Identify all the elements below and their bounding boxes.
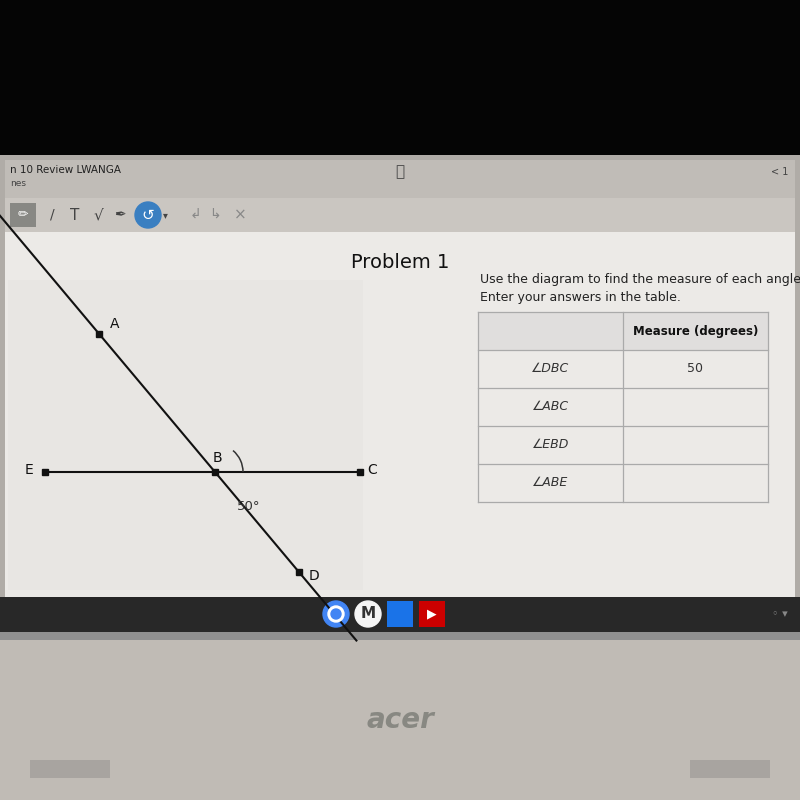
Bar: [5, 198, 795, 232]
Text: A: A: [110, 317, 119, 331]
Bar: [0, 632, 800, 800]
Bar: [0, 155, 800, 635]
Text: B: B: [212, 451, 222, 465]
Bar: [10, 203, 36, 227]
Text: 50°: 50°: [237, 500, 261, 513]
Text: < 1: < 1: [770, 167, 788, 177]
Bar: [0, 597, 800, 632]
Text: 50: 50: [687, 362, 703, 375]
Text: ∠DBC: ∠DBC: [531, 362, 570, 375]
Bar: [478, 312, 768, 350]
Text: E: E: [25, 463, 34, 477]
Bar: [5, 160, 795, 198]
Circle shape: [355, 601, 381, 627]
Text: ⤢: ⤢: [395, 165, 405, 179]
Bar: [8, 280, 363, 590]
Text: ∠EBD: ∠EBD: [532, 438, 569, 451]
Text: n 10 Review LWANGA: n 10 Review LWANGA: [10, 165, 121, 175]
Text: √: √: [93, 207, 103, 222]
Text: ↳: ↳: [209, 208, 221, 222]
Bar: [0, 632, 800, 640]
Text: nes: nes: [10, 178, 26, 187]
Text: /: /: [50, 208, 54, 222]
Text: M: M: [361, 606, 375, 622]
Text: D: D: [308, 569, 319, 582]
Text: ▶: ▶: [427, 607, 437, 621]
Bar: [30, 760, 110, 778]
Circle shape: [328, 606, 344, 622]
Circle shape: [331, 609, 341, 619]
Text: ×: ×: [234, 207, 246, 222]
Text: acer: acer: [366, 706, 434, 734]
Text: Measure (degrees): Measure (degrees): [633, 325, 758, 338]
Text: ✏: ✏: [18, 209, 28, 222]
Text: ↲: ↲: [189, 208, 201, 222]
Text: Use the diagram to find the measure of each angle.: Use the diagram to find the measure of e…: [480, 273, 800, 286]
Text: T: T: [70, 207, 80, 222]
Bar: [387, 601, 413, 627]
Text: ✒: ✒: [114, 208, 126, 222]
Circle shape: [135, 202, 161, 228]
Bar: [690, 760, 770, 778]
Text: Problem 1: Problem 1: [351, 253, 449, 271]
Bar: [5, 232, 795, 597]
Bar: [0, 0, 800, 155]
Text: Enter your answers in the table.: Enter your answers in the table.: [480, 290, 681, 303]
Text: C: C: [367, 463, 377, 477]
Text: ↺: ↺: [142, 207, 154, 222]
Circle shape: [323, 601, 349, 627]
Text: ∠ABC: ∠ABC: [532, 401, 569, 414]
Bar: [419, 601, 445, 627]
Text: ∠ABE: ∠ABE: [532, 477, 569, 490]
Text: ▾: ▾: [162, 210, 167, 220]
Text: ◦ ▾: ◦ ▾: [772, 609, 788, 619]
